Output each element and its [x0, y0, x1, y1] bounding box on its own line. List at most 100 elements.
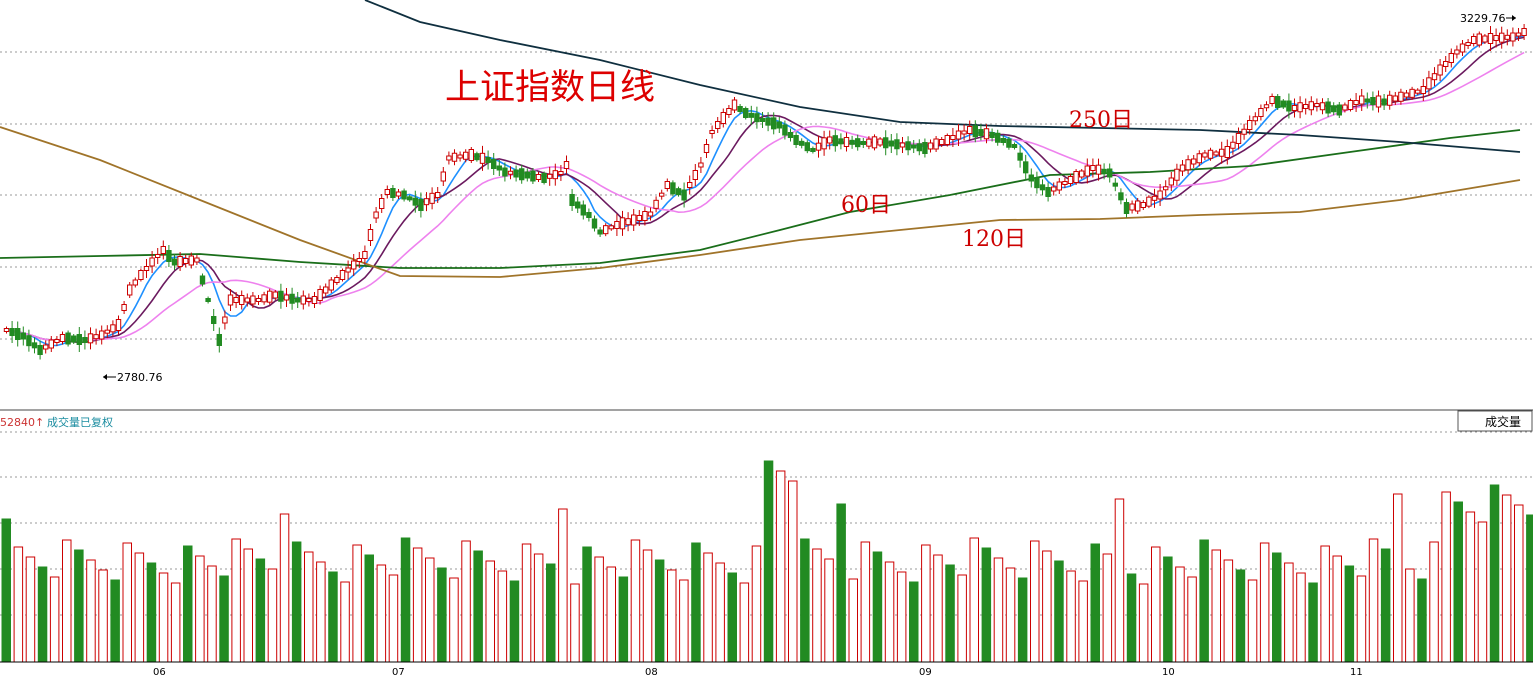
candle-body: [569, 194, 575, 206]
candle-body: [1179, 164, 1186, 172]
candle-body: [1370, 97, 1376, 105]
candle-body: [591, 218, 598, 229]
candle-body: [698, 162, 704, 168]
candle-body: [1196, 153, 1202, 164]
candle-body: [1252, 116, 1258, 122]
volume-button[interactable]: 成交量: [1457, 410, 1533, 432]
candle-body: [1056, 181, 1062, 191]
volume-bar: [582, 546, 592, 663]
volume-bar: [1114, 498, 1125, 663]
candle-body: [351, 260, 357, 270]
candle-body: [1482, 35, 1488, 43]
candle-body: [810, 148, 816, 152]
candle-body: [306, 298, 312, 302]
volume-button-label[interactable]: 成交量: [1485, 414, 1521, 429]
volume-bar: [1175, 566, 1185, 663]
volume-bar: [1211, 549, 1221, 663]
candle-body: [653, 199, 659, 209]
candle-body: [463, 151, 469, 160]
volume-bar: [1090, 543, 1100, 663]
candle-body: [838, 138, 844, 145]
volume-bar: [1151, 546, 1161, 663]
candle-body: [1493, 35, 1499, 41]
volume-bar: [1054, 560, 1064, 663]
volume-bar: [896, 571, 907, 663]
candle-body: [1336, 104, 1342, 116]
low-marker: 2780.76: [103, 371, 163, 384]
volume-bar: [824, 558, 834, 663]
candle-body: [726, 108, 732, 115]
candle-body: [1202, 152, 1208, 158]
ma250-label: 250日: [1069, 108, 1133, 133]
candle-body: [709, 130, 715, 134]
candle-body: [1415, 89, 1421, 94]
candle-body: [1163, 186, 1169, 191]
candle-body: [1347, 100, 1354, 110]
volume-bar: [1247, 579, 1258, 663]
candle-body: [1039, 184, 1046, 191]
candle-body: [843, 137, 850, 147]
candle-body: [1095, 164, 1102, 175]
candle-body: [575, 201, 581, 209]
candle-body: [547, 173, 553, 179]
candle-body: [1006, 138, 1012, 148]
volume-bar: [170, 582, 181, 663]
candle-body: [1151, 195, 1158, 201]
candle-body: [535, 174, 542, 180]
candle-body: [121, 304, 127, 311]
volume-bar: [521, 543, 532, 663]
candle-body: [20, 332, 27, 340]
volume-bar: [727, 572, 737, 663]
candle-body: [1319, 102, 1326, 111]
candle-body: [1392, 95, 1398, 102]
candle-body: [334, 277, 340, 283]
candle-body: [429, 192, 435, 204]
candle-body: [250, 295, 256, 305]
candle-body: [642, 211, 648, 221]
candle-body: [401, 190, 407, 200]
candle-body: [435, 192, 441, 198]
volume-bar: [642, 549, 653, 663]
candle-body: [37, 345, 43, 355]
candle-body: [603, 225, 609, 235]
volume-bar: [1405, 568, 1415, 663]
candle-body: [866, 138, 872, 147]
candle-body: [563, 161, 570, 169]
candle-body: [138, 270, 144, 280]
candle-body: [507, 170, 514, 175]
volume-bar: [1163, 556, 1173, 663]
candle-body: [972, 125, 978, 138]
candle-body: [552, 170, 558, 180]
volume-bar: [800, 538, 810, 663]
volume-bar: [763, 460, 774, 663]
volume-bar: [183, 545, 193, 663]
candle-body: [423, 198, 430, 206]
volume-bar: [364, 554, 374, 663]
candle-body: [1409, 88, 1415, 98]
candle-body: [933, 138, 939, 150]
candle-body: [978, 129, 984, 136]
candle-body: [1303, 104, 1309, 109]
candle-body: [950, 135, 956, 140]
candle-body: [115, 319, 122, 331]
volume-bar: [49, 576, 60, 663]
candle-body: [1084, 165, 1090, 177]
candle-body: [278, 290, 284, 302]
candle-body: [1213, 151, 1219, 156]
volume-bar: [860, 541, 871, 663]
candle-body: [1286, 100, 1292, 112]
x-tick-08: 08: [645, 667, 658, 678]
candle-body: [675, 188, 682, 196]
x-tick-09: 09: [919, 667, 932, 678]
volume-bar: [425, 557, 435, 663]
volume-bar: [775, 470, 786, 663]
volume-bar: [945, 564, 955, 663]
candle-body: [1437, 64, 1443, 76]
candle-body: [625, 218, 631, 226]
candle-body: [1443, 61, 1449, 67]
candle-body: [888, 140, 894, 147]
volume-bar: [1332, 555, 1342, 663]
volume-bar: [195, 555, 205, 663]
candle-body: [283, 294, 290, 301]
candle-body: [1448, 53, 1454, 63]
